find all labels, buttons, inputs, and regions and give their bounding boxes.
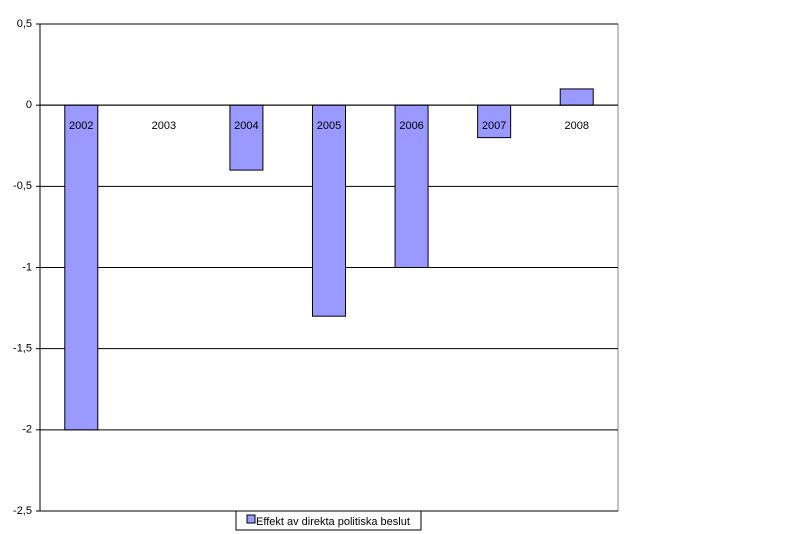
legend-label: Effekt av direkta politiska beslut (256, 516, 410, 528)
x-tick-label: 2007 (482, 120, 506, 132)
bar (477, 104, 512, 139)
x-tick-label: 2005 (317, 120, 341, 132)
y-tick-label: -0,5 (13, 180, 32, 192)
y-tick-label: 0 (26, 99, 32, 111)
bar (312, 104, 346, 317)
y-tick-label: -2,5 (13, 505, 32, 517)
y-tick-label: -1,5 (13, 343, 32, 355)
bar (559, 88, 594, 106)
y-tick-label: -1 (22, 261, 32, 273)
legend-box (235, 510, 422, 531)
x-tick-label: 2004 (234, 120, 258, 132)
x-tick-label: 2008 (564, 120, 588, 132)
x-tick-label: 2006 (399, 120, 423, 132)
bar (229, 104, 264, 171)
legend-swatch (246, 514, 256, 524)
y-tick-label: -2 (22, 424, 32, 436)
bar (64, 104, 99, 431)
x-tick-label: 2003 (152, 120, 176, 132)
y-tick-label: 0,5 (17, 18, 32, 30)
bar (394, 104, 429, 268)
x-tick-label: 2002 (69, 120, 93, 132)
